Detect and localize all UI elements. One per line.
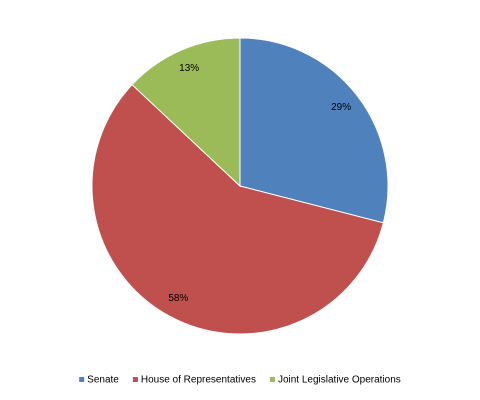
data-label: 29% [331, 102, 351, 113]
legend-marker [269, 377, 275, 382]
data-label: 13% [179, 63, 199, 74]
legend-label: Joint Legislative Operations [278, 375, 401, 386]
legend-marker [79, 377, 85, 382]
legend-marker [132, 377, 138, 382]
data-label: 58% [168, 293, 188, 304]
pie-slice [131, 37, 241, 188]
pie-slice [239, 37, 389, 224]
legend-label: Senate [87, 375, 119, 386]
pie-slice [91, 83, 384, 335]
legend-label: House of Representatives [141, 375, 256, 386]
